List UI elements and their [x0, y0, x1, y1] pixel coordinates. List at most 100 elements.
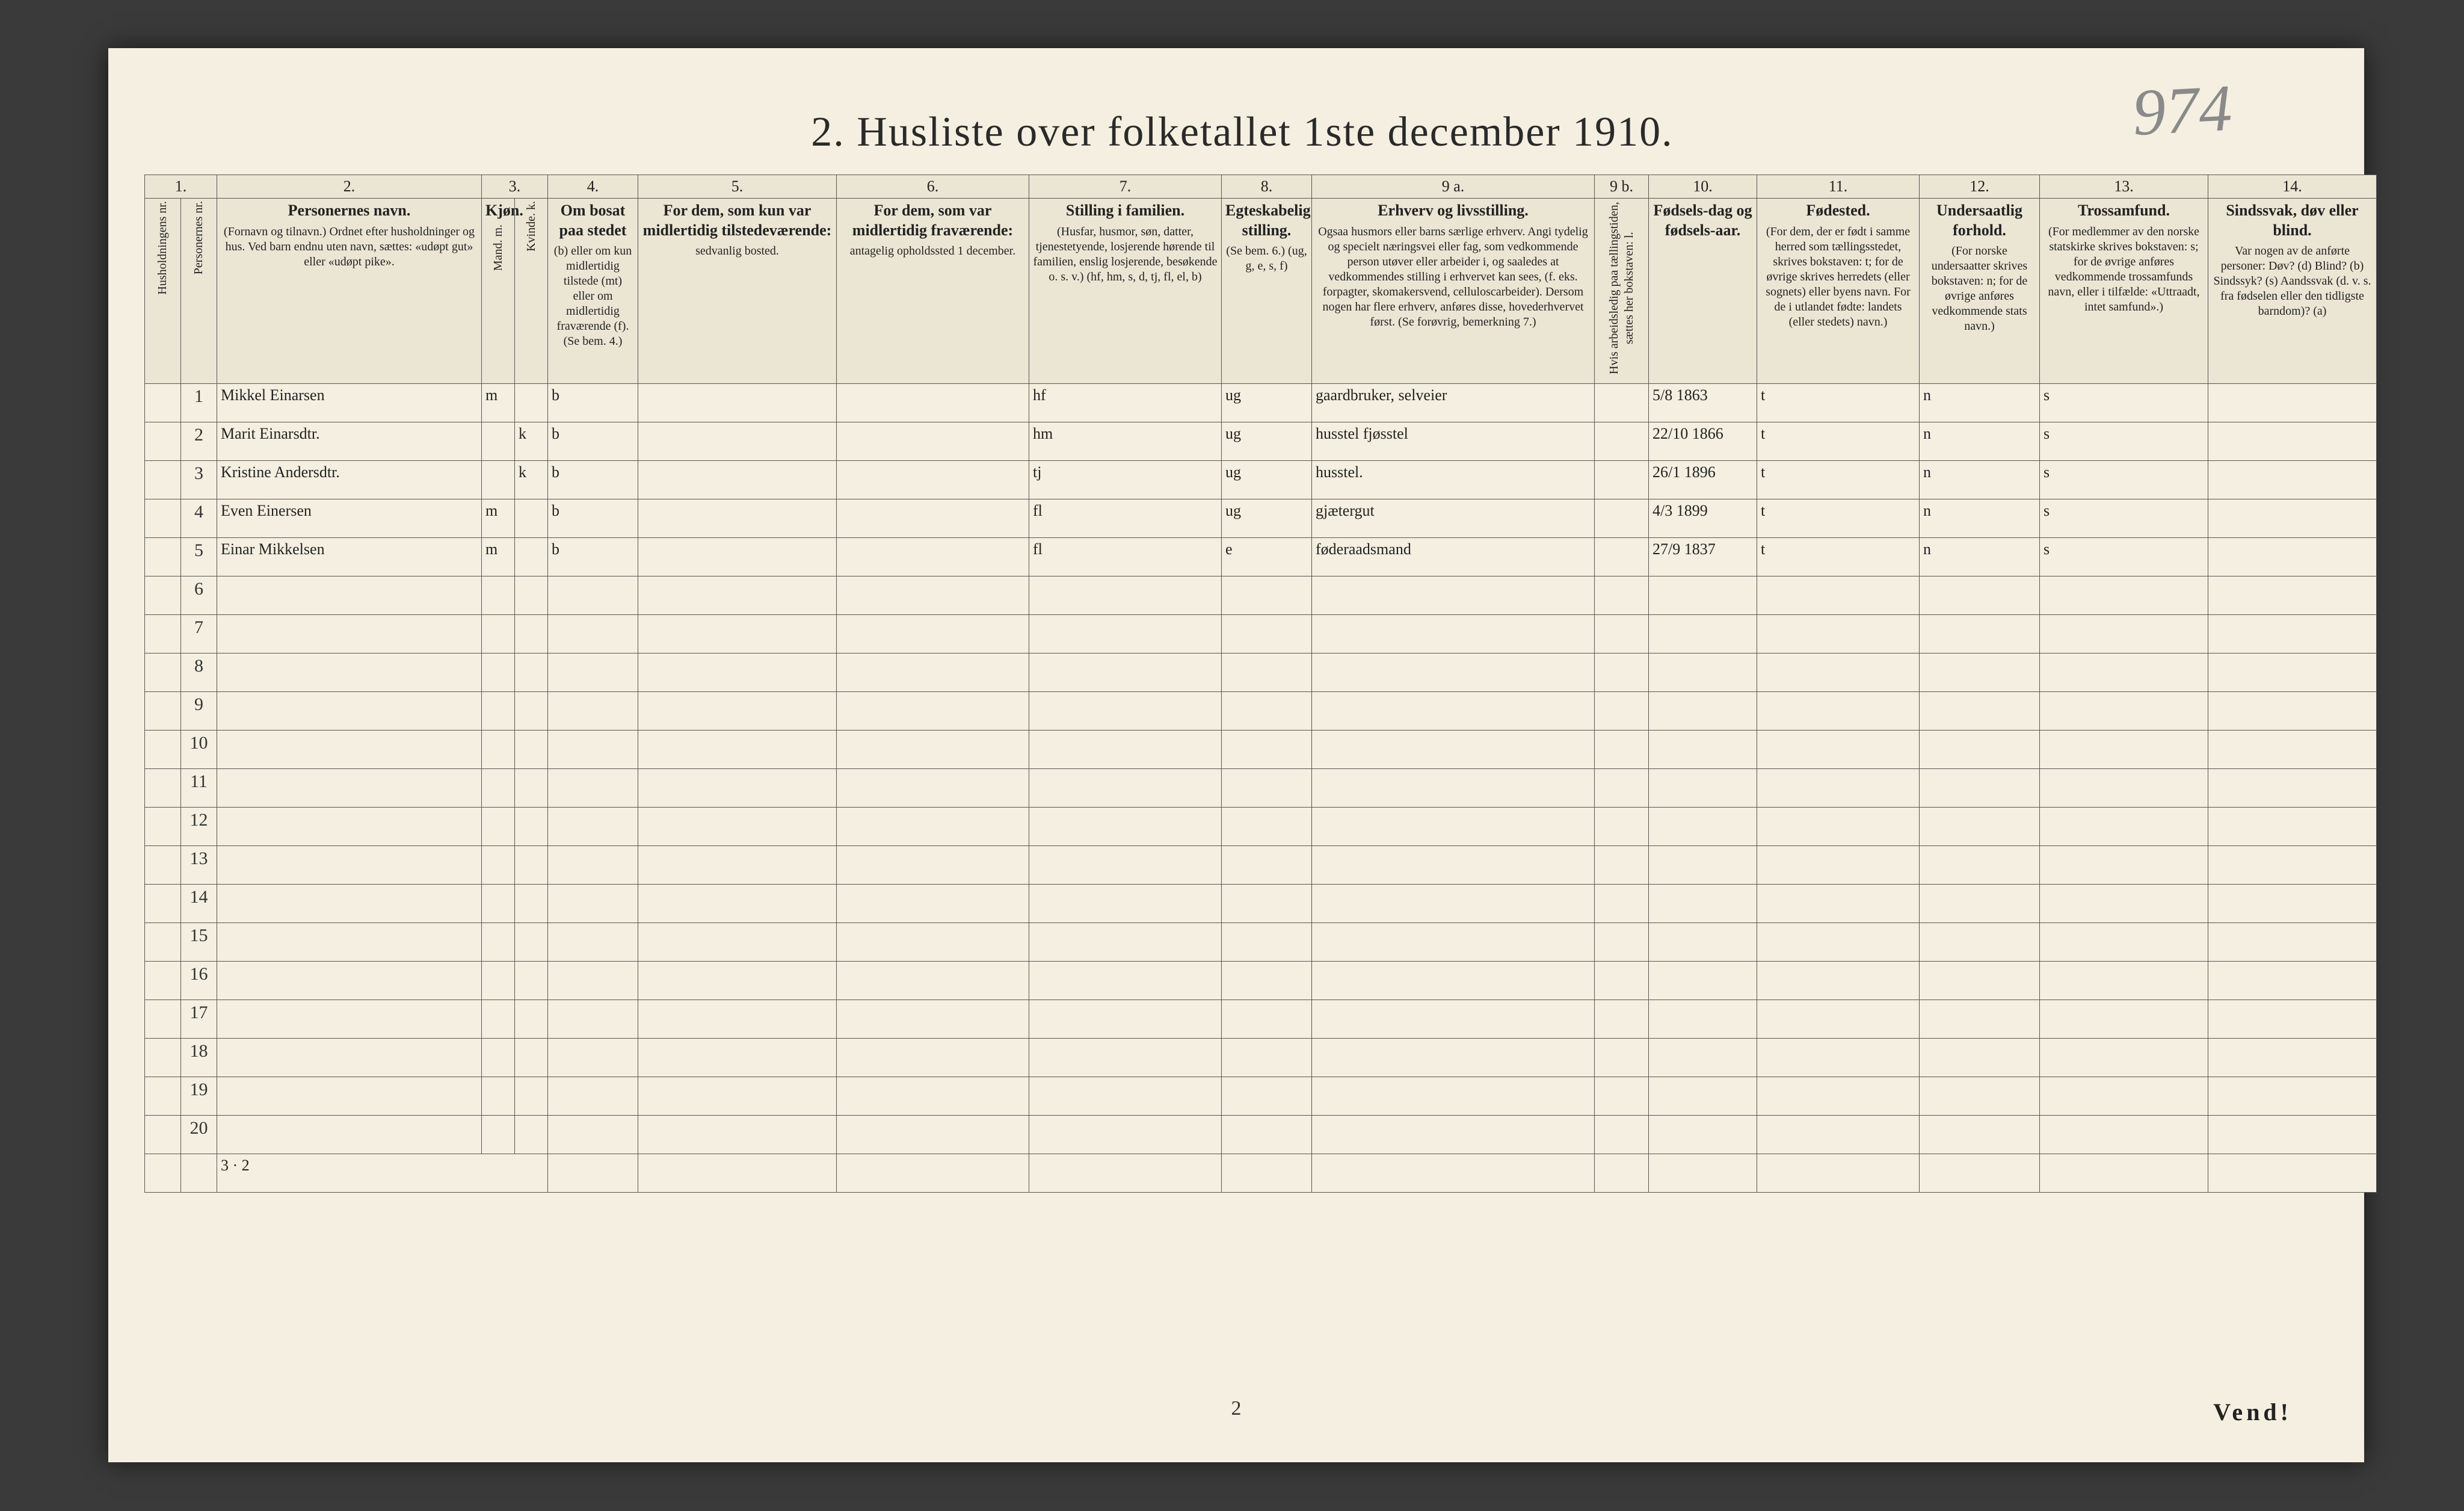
- cell-empty: [1757, 961, 1920, 1000]
- cell-person-no: 16: [181, 961, 217, 1000]
- cell-person-no: 17: [181, 1000, 217, 1038]
- cell-empty: [1920, 884, 2040, 922]
- cell-empty: [1029, 1077, 1222, 1115]
- cell-midl-frav: [837, 537, 1029, 576]
- cell-empty: [1595, 730, 1649, 768]
- cell-household-no: [145, 1000, 181, 1038]
- tally-cell: 3 · 2: [217, 1154, 548, 1192]
- cell-empty: [1222, 1038, 1312, 1077]
- hdr-midl-tilstede: For dem, som kun var midlertidig tilsted…: [638, 199, 837, 384]
- cell-empty: [2208, 807, 2377, 845]
- hdr-household-no: Husholdningens nr.: [145, 199, 181, 384]
- colnum: 9 b.: [1595, 175, 1649, 199]
- cell-empty: [1649, 614, 1757, 653]
- table-row-empty: 13: [145, 845, 2377, 884]
- cell-empty: [1029, 653, 1222, 691]
- hdr-fodselsdag: Fødsels-dag og fødsels-aar.: [1649, 199, 1757, 384]
- cell-empty: [482, 614, 515, 653]
- cell-empty: [2040, 691, 2208, 730]
- cell-empty: [1649, 1000, 1757, 1038]
- cell-empty: [548, 807, 638, 845]
- cell-empty: [548, 1154, 638, 1192]
- hdr-midl-frav: For dem, som var midlertidig fraværende:…: [837, 199, 1029, 384]
- printed-page-number: 2: [1231, 1397, 1242, 1420]
- cell-undersaat: n: [1920, 460, 2040, 499]
- cell-empty: [515, 845, 548, 884]
- cell-empty: [2208, 653, 2377, 691]
- cell-household-no: [145, 614, 181, 653]
- cell-empty: [1757, 807, 1920, 845]
- cell-household-no: [145, 691, 181, 730]
- cell-person-no: 7: [181, 614, 217, 653]
- cell-empty: [482, 1115, 515, 1154]
- cell-stilling-familie: fl: [1029, 499, 1222, 537]
- cell-empty: [482, 845, 515, 884]
- cell-empty: [1222, 1115, 1312, 1154]
- hdr-sex-k: Kvinde. k.: [515, 199, 548, 384]
- cell-empty: [1312, 614, 1595, 653]
- table-body: 1Mikkel Einarsenmbhfuggaardbruker, selve…: [145, 383, 2377, 1192]
- cell-empty: [1920, 922, 2040, 961]
- cell-egteskab: ug: [1222, 499, 1312, 537]
- cell-empty: [217, 576, 482, 614]
- cell-empty: [837, 1038, 1029, 1077]
- cell-person-no: 18: [181, 1038, 217, 1077]
- hdr-bosat: Om bosat paa stedet (b) eller om kun mid…: [548, 199, 638, 384]
- cell-empty: [1649, 807, 1757, 845]
- table-row-empty: 18: [145, 1038, 2377, 1077]
- cell-empty: [2208, 768, 2377, 807]
- cell-egteskab: ug: [1222, 383, 1312, 422]
- cell-empty: [1649, 1077, 1757, 1115]
- cell-sex-m: m: [482, 383, 515, 422]
- cell-empty: [482, 922, 515, 961]
- cell-empty: [515, 1077, 548, 1115]
- cell-trossamfund: s: [2040, 537, 2208, 576]
- cell-empty: [515, 922, 548, 961]
- cell-empty: [638, 730, 837, 768]
- cell-empty: [217, 691, 482, 730]
- hdr-stilling-familie: Stilling i familien. (Husfar, husmor, sø…: [1029, 199, 1222, 384]
- cell-empty: [638, 1000, 837, 1038]
- cell-fodested: t: [1757, 422, 1920, 460]
- cell-empty: [1222, 922, 1312, 961]
- cell-egteskab: ug: [1222, 422, 1312, 460]
- cell-household-no: [145, 845, 181, 884]
- cell-empty: [1920, 961, 2040, 1000]
- cell-empty: [515, 730, 548, 768]
- cell-empty: [2208, 1000, 2377, 1038]
- cell-person-no: 19: [181, 1077, 217, 1115]
- cell-empty: [181, 1154, 217, 1192]
- cell-arbeidsledig: [1595, 422, 1649, 460]
- cell-person-no: 9: [181, 691, 217, 730]
- cell-empty: [1222, 1077, 1312, 1115]
- cell-empty: [1649, 922, 1757, 961]
- cell-empty: [2208, 614, 2377, 653]
- cell-empty: [548, 1038, 638, 1077]
- cell-empty: [1029, 691, 1222, 730]
- cell-empty: [515, 1000, 548, 1038]
- cell-empty: [1649, 1038, 1757, 1077]
- cell-sex-k: k: [515, 422, 548, 460]
- cell-midl-tilstede: [638, 422, 837, 460]
- hdr-person-no: Personernes nr.: [181, 199, 217, 384]
- cell-empty: [2208, 845, 2377, 884]
- cell-household-no: [145, 1038, 181, 1077]
- column-number-row: 1. 2. 3. 4. 5. 6. 7. 8. 9 a. 9 b. 10. 11…: [145, 175, 2377, 199]
- cell-arbeidsledig: [1595, 460, 1649, 499]
- cell-midl-frav: [837, 383, 1029, 422]
- cell-empty: [1595, 961, 1649, 1000]
- cell-empty: [1222, 653, 1312, 691]
- cell-empty: [1029, 845, 1222, 884]
- colnum: 8.: [1222, 175, 1312, 199]
- cell-empty: [145, 1154, 181, 1192]
- cell-empty: [1312, 653, 1595, 691]
- cell-empty: [2040, 614, 2208, 653]
- cell-empty: [217, 884, 482, 922]
- cell-empty: [837, 884, 1029, 922]
- cell-empty: [1649, 884, 1757, 922]
- header-text-row: Husholdningens nr. Personernes nr. Perso…: [145, 199, 2377, 384]
- cell-midl-tilstede: [638, 537, 837, 576]
- cell-empty: [548, 1077, 638, 1115]
- cell-empty: [548, 845, 638, 884]
- colnum: 9 a.: [1312, 175, 1595, 199]
